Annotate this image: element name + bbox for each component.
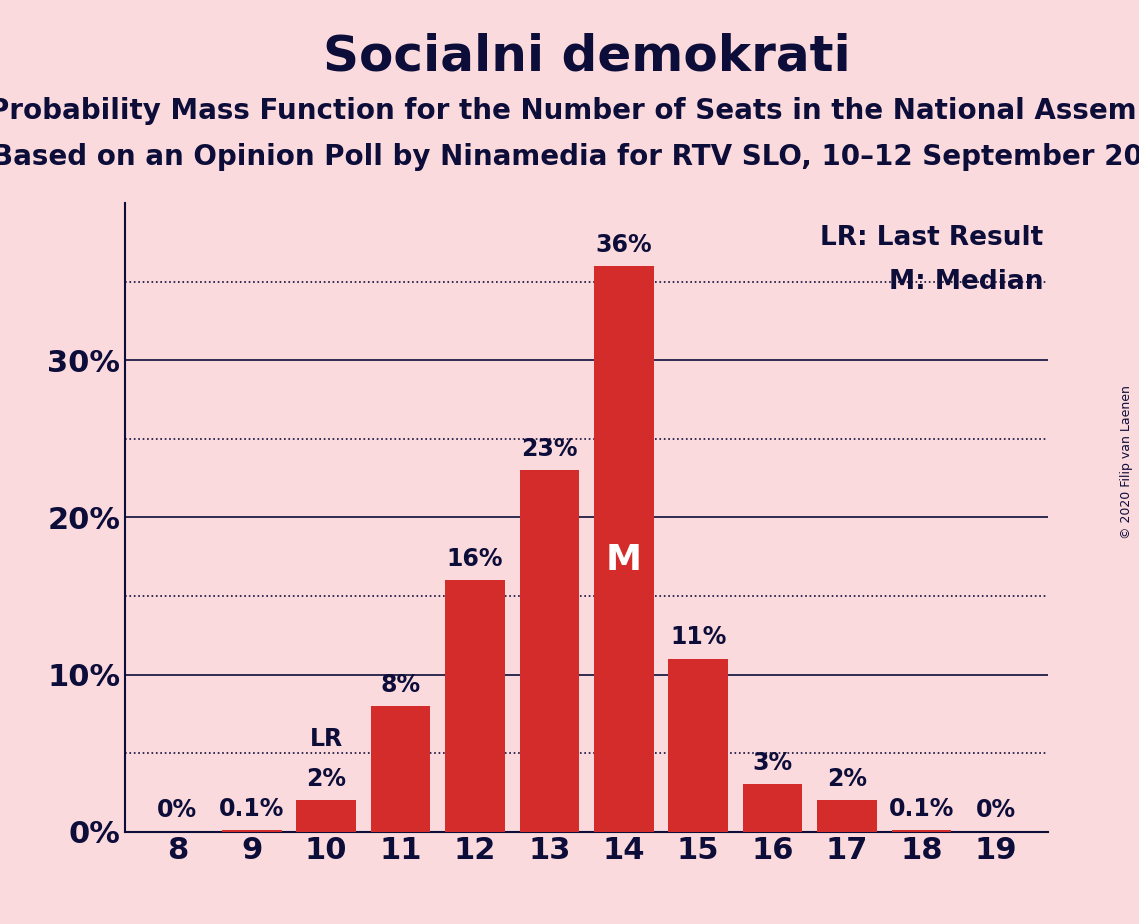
Text: 36%: 36% <box>596 233 653 257</box>
Text: 0.1%: 0.1% <box>888 796 954 821</box>
Bar <box>892 830 951 832</box>
Bar <box>595 266 654 832</box>
Bar <box>743 784 802 832</box>
Bar <box>818 800 877 832</box>
Text: Socialni demokrati: Socialni demokrati <box>322 32 851 80</box>
Text: 16%: 16% <box>446 547 503 571</box>
Bar <box>296 800 355 832</box>
Text: 23%: 23% <box>522 437 577 461</box>
Text: 0.1%: 0.1% <box>219 796 285 821</box>
Bar <box>669 659 728 832</box>
Text: M: Median: M: Median <box>888 269 1043 296</box>
Text: 2%: 2% <box>306 767 346 791</box>
Text: 3%: 3% <box>753 751 793 775</box>
Bar <box>445 580 505 832</box>
Bar <box>222 830 281 832</box>
Text: 0%: 0% <box>976 798 1016 822</box>
Text: 8%: 8% <box>380 673 420 697</box>
Text: 0%: 0% <box>157 798 197 822</box>
Text: 11%: 11% <box>670 626 727 650</box>
Text: © 2020 Filip van Laenen: © 2020 Filip van Laenen <box>1121 385 1133 539</box>
Text: Probability Mass Function for the Number of Seats in the National Assembly: Probability Mass Function for the Number… <box>0 97 1139 125</box>
Text: LR: Last Result: LR: Last Result <box>820 225 1043 251</box>
Text: 2%: 2% <box>827 767 867 791</box>
Text: M: M <box>606 543 641 578</box>
Bar <box>519 470 579 832</box>
Text: Based on an Opinion Poll by Ninamedia for RTV SLO, 10–12 September 2019: Based on an Opinion Poll by Ninamedia fo… <box>0 143 1139 171</box>
Bar <box>371 706 431 832</box>
Text: LR: LR <box>310 727 343 751</box>
